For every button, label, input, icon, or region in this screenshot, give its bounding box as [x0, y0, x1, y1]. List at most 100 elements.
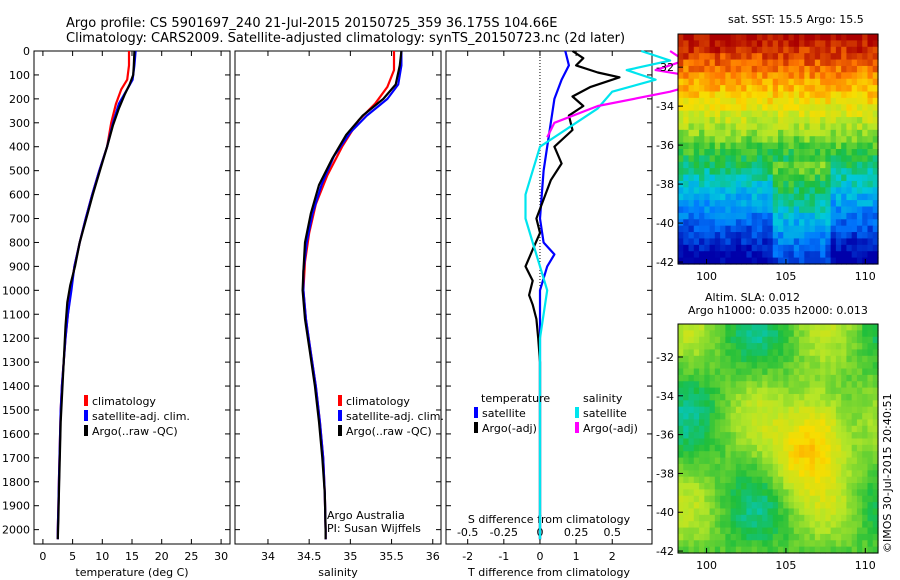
- map-cell: [835, 129, 842, 137]
- map-cell: [772, 521, 779, 529]
- map-cell: [709, 355, 716, 363]
- map-cell: [767, 155, 774, 163]
- map-cell: [804, 349, 811, 357]
- map-cell: [804, 495, 811, 503]
- map-cell: [699, 381, 705, 389]
- credit-text: Argo Australia: [327, 509, 405, 522]
- map-cell: [699, 91, 705, 99]
- map-cell: [825, 425, 832, 433]
- legend-label: satellite: [583, 407, 627, 420]
- map-cell: [799, 53, 805, 61]
- map-cell: [825, 142, 832, 150]
- map-cell: [830, 85, 837, 93]
- map-cell: [820, 419, 826, 427]
- legend-swatch: [474, 422, 478, 433]
- map-cell: [767, 251, 774, 259]
- map-cell: [867, 59, 874, 67]
- map-cell: [725, 174, 732, 182]
- map-cell: [804, 406, 811, 414]
- map-cell: [772, 336, 779, 344]
- map-cell: [778, 533, 784, 541]
- map-cell: [809, 136, 816, 144]
- map-cell: [678, 324, 684, 331]
- map-cell: [688, 374, 695, 382]
- map-cell: [730, 59, 737, 67]
- map-cell: [867, 187, 874, 195]
- map-cell: [767, 149, 774, 156]
- map-cell: [846, 53, 853, 61]
- map-cell: [704, 362, 711, 370]
- sst-map: 100 105 110-42-40-38-36-34-32: [656, 33, 879, 283]
- map-cell: [714, 232, 721, 240]
- map-cell: [814, 225, 821, 233]
- map-cell: [846, 413, 853, 421]
- map-cell: [704, 200, 711, 208]
- map-cell: [825, 463, 832, 471]
- map-cell: [846, 155, 853, 163]
- map-cell: [693, 206, 700, 214]
- map-cell: [683, 425, 690, 433]
- map-cell: [846, 187, 853, 195]
- map-cell: [772, 187, 779, 195]
- map-cell: [762, 432, 769, 440]
- map-cell: [767, 168, 774, 176]
- map-cell: [846, 355, 853, 363]
- map-cell: [846, 180, 853, 188]
- map-cell: [872, 381, 879, 389]
- map-cell: [751, 72, 758, 80]
- y-tick-label: 1700: [2, 452, 30, 465]
- map-cell: [762, 174, 769, 182]
- map-cell: [709, 374, 716, 382]
- map-cell: [788, 489, 795, 497]
- map-cell: [725, 502, 732, 510]
- x-tick-label: 30: [214, 550, 228, 563]
- legend-label: satellite: [482, 407, 526, 420]
- map-cell: [872, 212, 879, 220]
- map-cell: [841, 533, 848, 541]
- map-cell: [772, 387, 779, 395]
- map-cell: [783, 180, 790, 188]
- map-y-tick-label: -42: [656, 545, 674, 558]
- map-cell: [730, 168, 737, 176]
- map-cell: [720, 476, 726, 484]
- map-cell: [741, 110, 748, 118]
- map-cell: [699, 343, 705, 351]
- map-cell: [856, 374, 863, 382]
- map-cell: [746, 546, 753, 554]
- map-cell: [762, 324, 769, 331]
- map-cell: [772, 470, 779, 478]
- map-cell: [714, 136, 721, 144]
- map-cell: [820, 72, 826, 80]
- map-cell: [846, 432, 853, 440]
- map-cell: [862, 381, 869, 389]
- map-cell: [867, 463, 874, 471]
- map-cell: [688, 343, 695, 351]
- map-cell: [804, 419, 811, 427]
- map-cell: [709, 400, 716, 408]
- map-cell: [714, 514, 721, 522]
- map-cell: [762, 251, 769, 259]
- map-cell: [709, 104, 716, 112]
- map-cell: [772, 432, 779, 440]
- map-cell: [814, 381, 821, 389]
- map-cell: [799, 257, 805, 265]
- map-cell: [793, 72, 800, 80]
- map-cell: [762, 180, 769, 188]
- map-cell: [799, 187, 805, 195]
- map-cell: [714, 470, 721, 478]
- map-cell: [699, 244, 705, 252]
- map-cell: [699, 85, 705, 93]
- map-cell: [678, 362, 684, 370]
- map-cell: [835, 413, 842, 421]
- map-cell: [793, 40, 800, 48]
- map-cell: [862, 413, 869, 421]
- map-cell: [846, 168, 853, 176]
- map-cell: [709, 406, 716, 414]
- map-cell: [856, 457, 863, 465]
- map-cell: [778, 457, 784, 465]
- map-cell: [778, 53, 784, 61]
- map-cell: [783, 432, 790, 440]
- map-cell: [778, 527, 784, 535]
- map-x-tick-label: 105: [775, 559, 796, 572]
